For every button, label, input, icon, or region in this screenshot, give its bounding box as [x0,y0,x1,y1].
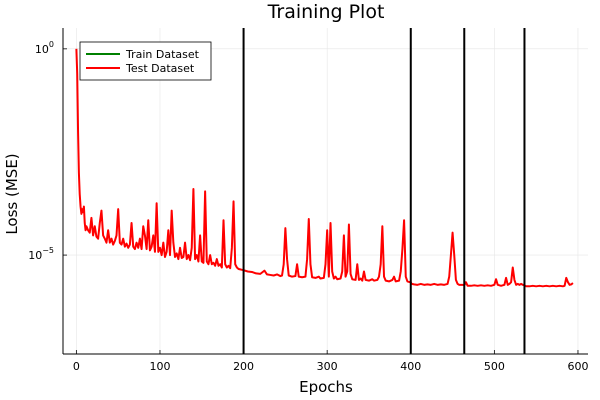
x-tick-label: 400 [400,360,421,373]
x-tick-label: 100 [149,360,170,373]
y-tick-label: 10−5 [28,246,54,262]
y-axis-label: Loss (MSE) [3,153,21,234]
x-tick-label: 600 [567,360,588,373]
legend-entry: Test Dataset [125,62,195,75]
x-tick-label: 300 [317,360,338,373]
chart-title: Training Plot [267,1,385,23]
vertical-markers [242,28,526,354]
legend-entry: Train Dataset [125,48,200,61]
series-line-test-dataset [75,48,574,288]
axis-frame [62,28,588,355]
y-tick-label: 100 [35,40,54,56]
plot-area [75,48,574,288]
x-axis-ticks: 0 100 200 300 400 500 600 [73,350,588,373]
legend-box [79,41,212,81]
y-axis-ticks: 100 10−5 [28,40,67,262]
x-tick-label: 500 [484,360,505,373]
x-axis-label: Epochs [299,378,353,396]
x-tick-label: 200 [233,360,254,373]
x-tick-label: 0 [73,360,80,373]
